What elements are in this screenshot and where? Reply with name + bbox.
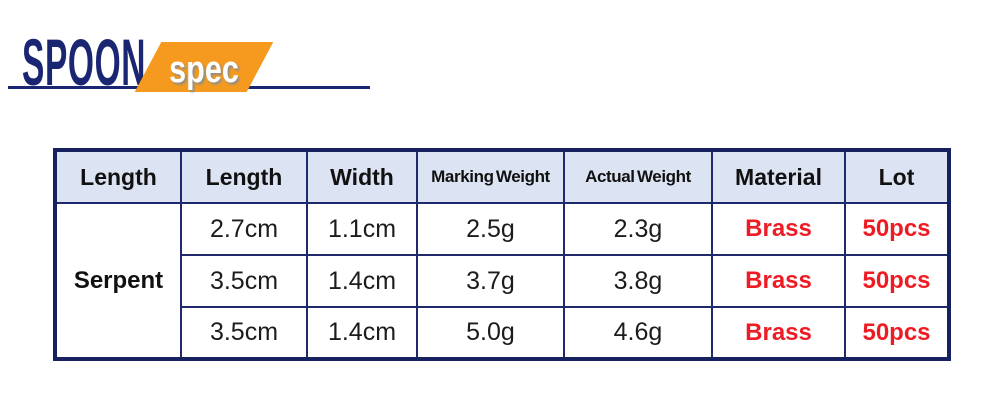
cell-row1-material: Brass (711, 202, 846, 256)
cell-row3-marking-weight: 5.0g (416, 306, 565, 360)
col-header-material: Material (711, 149, 846, 204)
cell-row2-lot: 50pcs (844, 254, 950, 308)
table-row-2: 3.5cm 1.4cm 3.7g 3.8g Brass 50pcs (55, 254, 950, 308)
cell-row2-material: Brass (711, 254, 846, 308)
brand-title: SPOON (22, 26, 147, 100)
table-header: Length Length Width Marking Weight Actua… (54, 149, 950, 204)
spec-table: Length Length Width Marking Weight Actua… (53, 148, 951, 361)
cell-row2-length: 3.5cm (180, 254, 308, 308)
cell-row3-lot: 50pcs (844, 306, 950, 360)
cell-row1-lot: 50pcs (844, 202, 950, 256)
model-name-cell: Serpent (54, 202, 182, 360)
table-body: Serpent 2.7cm 1.1cm 2.5g 2.3g Brass 50pc… (54, 202, 950, 360)
col-header-width: Width (306, 149, 418, 204)
cell-row3-material: Brass (711, 306, 846, 360)
table-row-1: Serpent 2.7cm 1.1cm 2.5g 2.3g Brass 50pc… (54, 202, 950, 360)
header-row: Length Length Width Marking Weight Actua… (54, 149, 950, 204)
col-header-length-1: Length (54, 149, 182, 204)
cell-row2-marking-weight: 3.7g (416, 254, 565, 308)
cell-row2-actual-weight: 3.8g (563, 254, 713, 308)
table-row-3: 3.5cm 1.4cm 5.0g 4.6g Brass 50pcs (55, 306, 950, 360)
cell-row1-length: 2.7cm (180, 202, 308, 256)
col-header-lot: Lot (844, 149, 950, 204)
cell-row3-actual-weight: 4.6g (563, 306, 713, 360)
spec-banner-label: spec (169, 48, 239, 91)
cell-row3-length: 3.5cm (180, 306, 308, 360)
cell-row1-width: 1.1cm (306, 202, 418, 256)
cell-row1-marking-weight: 2.5g (416, 202, 565, 256)
cell-row2-width: 1.4cm (306, 254, 418, 308)
cell-row3-width: 1.4cm (306, 306, 418, 360)
col-header-marking-weight: Marking Weight (416, 149, 565, 204)
cell-row1-actual-weight: 2.3g (563, 202, 713, 256)
col-header-actual-weight: Actual Weight (563, 149, 713, 204)
col-header-length-2: Length (180, 149, 308, 204)
